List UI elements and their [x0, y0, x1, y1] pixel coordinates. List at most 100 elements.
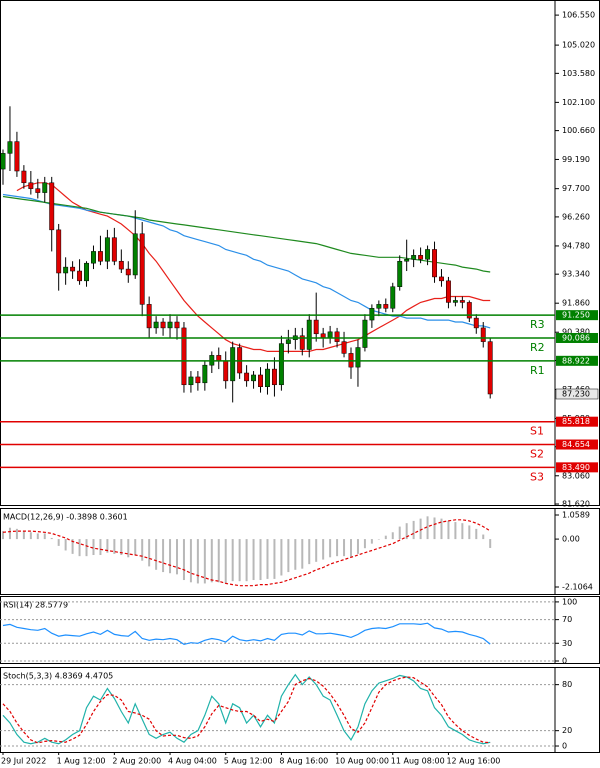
- candle-body: [411, 255, 417, 260]
- candle-body: [223, 360, 229, 382]
- macd-bar: [8, 527, 11, 540]
- macd-bar: [217, 539, 220, 583]
- macd-bar: [426, 516, 429, 540]
- candle-body: [439, 276, 444, 282]
- indicator-line: [2, 193, 491, 329]
- candle-body: [70, 266, 76, 272]
- y-tick-label: 103.580: [562, 69, 595, 78]
- y-tick-label: 80: [562, 680, 572, 689]
- candle-body: [97, 251, 103, 262]
- level-box: [556, 416, 598, 427]
- level-name: R3: [530, 318, 545, 331]
- macd-bar: [391, 532, 394, 540]
- x-tick-label: 4 Aug 04:00: [168, 757, 217, 766]
- macd-bar: [29, 532, 32, 540]
- candle-body: [146, 304, 152, 329]
- candle-body: [487, 341, 493, 395]
- y-tick-label: 96.260: [562, 212, 590, 221]
- macd-bar: [461, 523, 464, 540]
- x-tick-label: 8 Aug 16:00: [279, 757, 328, 766]
- candle-body: [341, 341, 347, 354]
- macd-bar: [259, 539, 262, 581]
- macd-bar: [273, 539, 276, 579]
- y-tick-label: 0.00: [562, 535, 580, 544]
- macd-bar: [433, 517, 436, 540]
- macd-bar: [182, 539, 185, 581]
- macd-bar: [78, 539, 81, 557]
- x-tick-label: 11 Aug 08:00: [391, 757, 445, 766]
- macd-bar: [15, 528, 18, 540]
- level-name: S1: [530, 425, 544, 438]
- y-tick-label: 100: [562, 597, 577, 606]
- y-tick-label: 102.100: [562, 98, 595, 107]
- candle-body: [299, 335, 305, 350]
- macd-bar: [141, 539, 144, 561]
- macd-bar: [231, 539, 234, 582]
- level-price: 84.654: [562, 440, 590, 449]
- candle-body: [84, 262, 89, 282]
- candle-body: [473, 317, 479, 329]
- macd-bar: [127, 539, 130, 558]
- level-name: R2: [530, 341, 545, 354]
- macd-bar: [266, 539, 269, 579]
- y-tick-label: 90.380: [562, 328, 590, 337]
- macd-bar: [475, 528, 478, 540]
- panel-frame: [0, 596, 600, 664]
- candle-body: [258, 374, 263, 387]
- macd-bar: [92, 539, 95, 556]
- y-tick-label: 70: [562, 615, 572, 624]
- x-tick-label: 1 Aug 12:00: [57, 757, 106, 766]
- candle-body: [432, 249, 437, 278]
- panel-frame: [0, 0, 600, 506]
- macd-bar: [189, 539, 192, 583]
- macd-bar: [405, 523, 408, 540]
- level-box: [556, 439, 598, 450]
- candle-body: [14, 141, 20, 172]
- indicator-line: [2, 673, 491, 745]
- macd-bar: [384, 535, 387, 540]
- y-tick-label: 0: [562, 656, 567, 665]
- macd-bar: [412, 520, 415, 540]
- x-tick-label: 5 Aug 12:00: [224, 757, 273, 766]
- panel-title: Stoch(5,3,3) 4.8369 4.4705: [3, 672, 113, 681]
- macd-bar: [224, 539, 227, 584]
- y-tick-label: -2.1064: [562, 583, 593, 592]
- macd-bar: [287, 539, 290, 573]
- candle-body: [265, 368, 270, 387]
- macd-bar: [50, 537, 53, 540]
- candle-body: [49, 182, 55, 231]
- macd-bar: [329, 539, 332, 558]
- panel-title: MACD(12,26,9) -0.3898 0.3601: [3, 513, 128, 522]
- candle-body: [202, 364, 208, 384]
- macd-bar: [245, 539, 248, 582]
- candle-body: [118, 260, 124, 270]
- macd-bar: [113, 539, 116, 554]
- level-price: 88.922: [562, 356, 590, 365]
- macd-bar: [398, 526, 401, 540]
- y-tick-label: 105.020: [562, 41, 595, 50]
- macd-bar: [238, 539, 241, 582]
- macd-bar: [169, 539, 172, 574]
- candle-body: [91, 251, 96, 264]
- candle-body: [404, 259, 410, 262]
- y-tick-label: 106.550: [562, 11, 595, 20]
- indicator-line: [16, 182, 491, 352]
- candle-body: [480, 327, 486, 342]
- candle-body: [139, 233, 145, 305]
- y-tick-label: 93.340: [562, 270, 590, 279]
- macd-bar: [482, 534, 485, 540]
- candle-body: [285, 339, 291, 344]
- candle-body: [390, 286, 396, 309]
- y-tick-label: 30: [562, 639, 572, 648]
- x-tick-label: 2 Aug 20:00: [112, 757, 161, 766]
- candle-body: [334, 331, 340, 342]
- candle-body: [35, 188, 41, 193]
- macd-bar: [196, 539, 199, 584]
- y-tick-label: 81.620: [562, 500, 590, 509]
- candle-body: [28, 182, 34, 189]
- y-tick-label: 83.060: [562, 471, 590, 480]
- x-tick-label: 12 Aug 16:00: [446, 757, 500, 766]
- macd-bar: [419, 518, 422, 540]
- candle-body: [21, 170, 27, 184]
- macd-bar: [468, 525, 471, 540]
